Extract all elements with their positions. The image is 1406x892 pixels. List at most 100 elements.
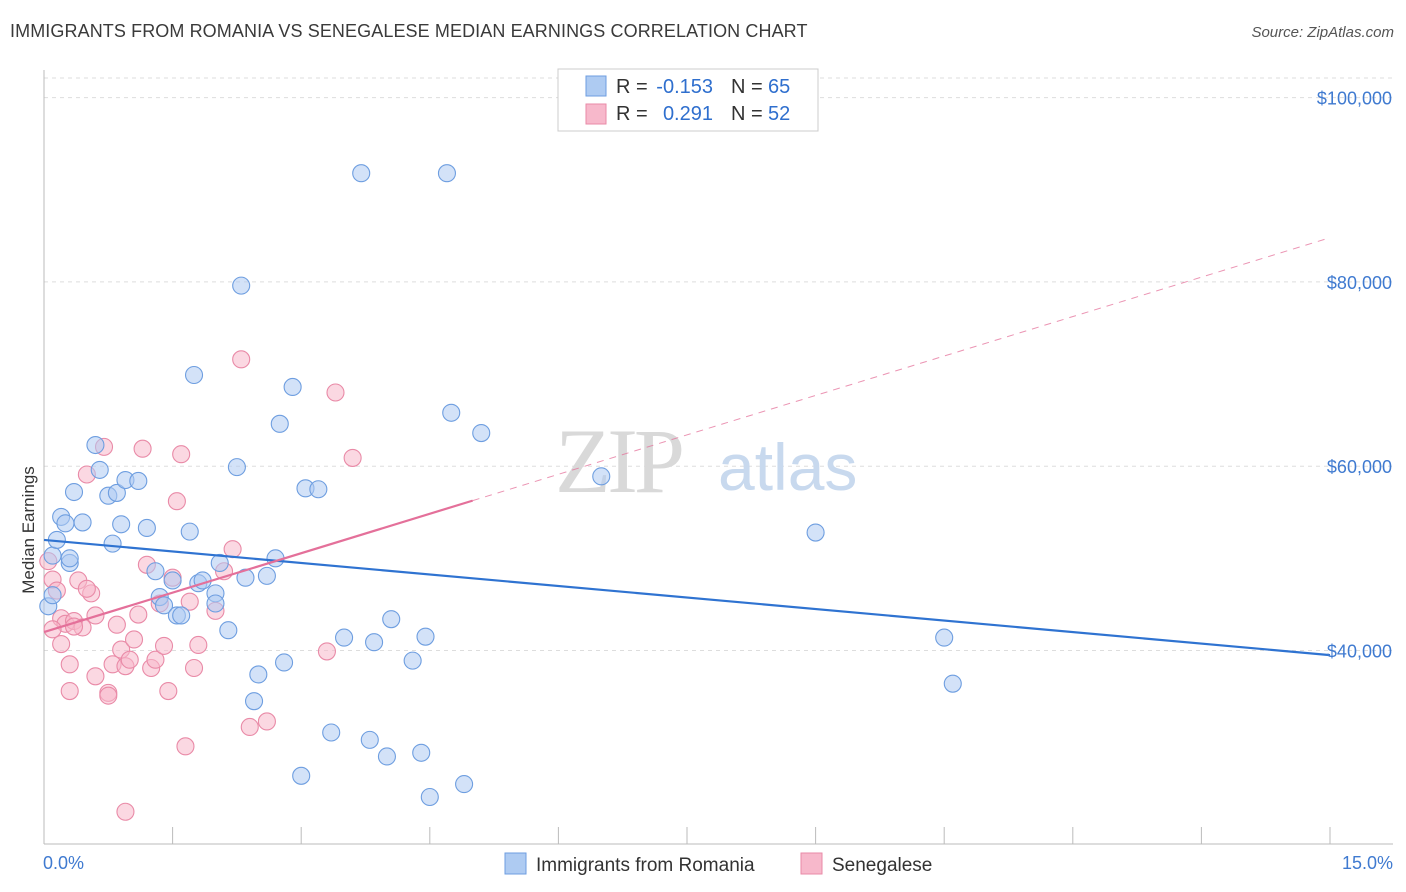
romania-points: [39, 164, 962, 807]
romania-point: [412, 743, 431, 762]
x-tick-label: 0.0%: [43, 853, 84, 873]
senegalese-point: [343, 448, 362, 467]
romania-point: [292, 766, 311, 785]
romania-point: [249, 665, 268, 684]
senegalese-point: [52, 634, 71, 654]
x-tick-labels: 0.0% 15.0%: [43, 853, 1393, 873]
y-axis-label: Median Earnings: [19, 466, 38, 594]
watermark-atlas: atlas: [718, 430, 857, 504]
romania-point: [455, 775, 474, 794]
senegalese-point: [120, 650, 139, 669]
senegalese-point: [240, 717, 259, 737]
romania-point: [86, 435, 105, 455]
senegalese-point: [189, 635, 208, 655]
romania-point: [219, 621, 238, 640]
romania-point: [377, 747, 396, 766]
senegalese-point: [154, 636, 174, 655]
romania-trendline: [43, 538, 1331, 657]
y-tick-label: $100,000: [1317, 89, 1392, 109]
watermark-zip: ZIP: [555, 410, 682, 512]
romania-point: [232, 276, 251, 295]
romania-point: [90, 460, 109, 479]
senegalese-point: [176, 737, 195, 756]
romania-point: [935, 628, 954, 647]
senegalese-point: [124, 630, 144, 649]
stats-legend-r-label: R =: [616, 76, 648, 98]
senegalese-point: [184, 658, 204, 678]
romania-point: [275, 653, 294, 672]
senegalese-point: [172, 445, 191, 464]
romania-point: [43, 546, 62, 565]
watermark: ZIP atlas: [555, 410, 857, 512]
senegalese-point: [232, 350, 251, 369]
y-tick-label: $80,000: [1327, 273, 1392, 293]
romania-point: [184, 365, 204, 385]
senegalese-point: [326, 383, 345, 402]
x-tick-label: 15.0%: [1342, 853, 1393, 873]
romania-point: [137, 518, 156, 538]
y-tick-labels: $40,000 $60,000 $80,000 $100,000: [1317, 89, 1392, 662]
y-tick-label: $60,000: [1327, 457, 1392, 477]
senegalese-point: [116, 802, 135, 821]
romania-point: [283, 377, 302, 397]
senegalese-trendline: [43, 499, 473, 634]
senegalese-point: [60, 655, 79, 674]
romania-point: [163, 571, 182, 590]
senegalese-point: [223, 540, 242, 559]
romania-point: [382, 610, 401, 629]
trendlines: [43, 237, 1331, 657]
romania-point: [180, 522, 199, 541]
romania-point: [103, 534, 122, 553]
stats-legend-n-label: N =: [731, 103, 763, 125]
senegalese-point: [317, 642, 336, 661]
romania-point: [172, 606, 191, 625]
romania-point: [43, 586, 62, 605]
romania-point: [309, 480, 328, 499]
senegalese-point: [86, 667, 105, 686]
stats-legend: R = -0.153 N = 65 R = 0.291 N = 52: [557, 68, 819, 132]
stats-legend-r-value: -0.153: [656, 76, 713, 98]
senegalese-point: [60, 681, 79, 701]
romania-point: [472, 423, 491, 443]
romania-point: [112, 515, 131, 534]
series-legend-label-senegalese: Senegalese: [832, 855, 932, 876]
series-legend-swatch-senegalese: [800, 852, 823, 875]
romania-point: [416, 627, 435, 646]
stats-legend-n-value: 52: [768, 103, 790, 125]
senegalese-point: [107, 615, 126, 634]
romania-point: [270, 414, 289, 433]
romania-point: [322, 723, 341, 742]
romania-point: [60, 549, 79, 568]
senegalese-point: [180, 592, 199, 611]
romania-point: [227, 458, 246, 477]
romania-point: [943, 674, 962, 693]
stats-legend-r-label: R =: [616, 103, 648, 125]
senegalese-point: [167, 492, 186, 511]
romania-point: [107, 483, 126, 502]
stats-legend-n-value: 65: [768, 76, 790, 98]
axes: [43, 70, 1393, 845]
romania-point: [335, 628, 354, 647]
romania-point: [365, 633, 384, 652]
chart-title: IMMIGRANTS FROM ROMANIA VS SENEGALESE ME…: [10, 21, 808, 41]
romania-point: [56, 514, 75, 533]
romania-point: [257, 566, 276, 585]
stats-legend-r-value: 0.291: [663, 103, 713, 125]
romania-point: [592, 467, 611, 486]
romania-point: [64, 482, 84, 502]
romania-point: [244, 692, 264, 711]
chart-source: Source: ZipAtlas.com: [1251, 24, 1394, 41]
senegalese-point: [99, 686, 118, 705]
romania-point: [73, 513, 92, 532]
romania-point: [352, 164, 371, 183]
romania-point: [146, 562, 165, 581]
senegalese-point: [146, 650, 165, 669]
senegalese-trendline-extension: [472, 237, 1331, 502]
romania-point: [360, 730, 379, 749]
romania-point: [206, 594, 225, 613]
series-legend-swatch-romania: [504, 852, 527, 875]
romania-point: [806, 523, 825, 542]
romania-point: [403, 651, 422, 670]
romania-point: [437, 164, 456, 183]
